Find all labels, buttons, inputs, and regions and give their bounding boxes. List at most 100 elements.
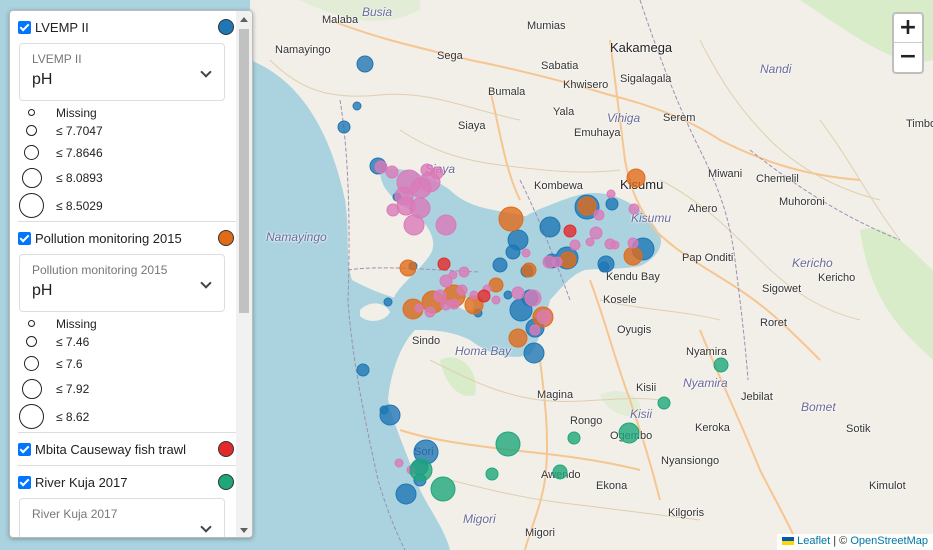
- map-marker[interactable]: [606, 189, 616, 199]
- map-marker[interactable]: [626, 168, 646, 188]
- map-marker[interactable]: [552, 464, 568, 480]
- map-marker[interactable]: [437, 257, 451, 271]
- map-marker[interactable]: [458, 266, 470, 278]
- map-marker[interactable]: [610, 240, 620, 250]
- map-marker[interactable]: [628, 203, 640, 215]
- map-marker[interactable]: [395, 483, 417, 505]
- marker-group: [409, 357, 729, 502]
- map-marker[interactable]: [435, 214, 457, 236]
- map-marker[interactable]: [713, 357, 729, 373]
- map-marker[interactable]: [456, 284, 468, 296]
- zoom-out-button[interactable]: −: [898, 44, 918, 69]
- map-marker[interactable]: [577, 196, 597, 216]
- variable-select[interactable]: River Kuja 2017: [19, 498, 225, 537]
- map-marker[interactable]: [409, 458, 433, 482]
- layer-checkbox[interactable]: [18, 442, 31, 456]
- place-label: Migori: [463, 512, 496, 526]
- map-marker[interactable]: [498, 206, 524, 232]
- map-marker[interactable]: [448, 298, 460, 310]
- panel-scrollbar[interactable]: [236, 11, 252, 537]
- place-label: Kosele: [603, 294, 637, 306]
- place-label: Nyansiongo: [661, 455, 720, 467]
- map-marker[interactable]: [383, 297, 393, 307]
- place-label: Sotik: [846, 423, 871, 435]
- layer-checkbox[interactable]: [18, 475, 31, 489]
- place-label: Sigalagala: [620, 73, 672, 85]
- place-label: Sindo: [412, 335, 441, 347]
- map-marker[interactable]: [492, 257, 508, 273]
- map-marker[interactable]: [657, 396, 671, 410]
- map-marker[interactable]: [589, 226, 603, 240]
- place-label: Migori: [525, 527, 555, 539]
- legend-row: ≤ 7.8646: [18, 145, 103, 160]
- map-marker[interactable]: [593, 209, 605, 221]
- map-marker[interactable]: [529, 324, 541, 336]
- legend-row: Missing: [18, 106, 97, 120]
- zoom-control: + −: [892, 12, 924, 74]
- zoom-in-button[interactable]: +: [894, 14, 922, 43]
- map-marker[interactable]: [394, 458, 404, 468]
- map-marker[interactable]: [539, 216, 561, 238]
- place-label: Malaba: [322, 14, 359, 26]
- map-marker[interactable]: [352, 101, 362, 111]
- map-marker[interactable]: [399, 259, 417, 277]
- place-label: Ahero: [688, 203, 718, 215]
- map-marker[interactable]: [524, 289, 542, 307]
- map-marker[interactable]: [508, 328, 528, 348]
- map-marker[interactable]: [430, 476, 456, 502]
- map-marker[interactable]: [337, 120, 351, 134]
- map-marker[interactable]: [597, 255, 615, 273]
- map-marker[interactable]: [623, 246, 643, 266]
- map-marker[interactable]: [605, 197, 619, 211]
- place-label: Yala: [553, 106, 575, 118]
- scroll-up-icon[interactable]: [240, 17, 248, 22]
- map-marker[interactable]: [379, 405, 389, 415]
- map-marker[interactable]: [448, 270, 458, 280]
- place-label: Jebilat: [741, 391, 773, 403]
- map-marker[interactable]: [385, 165, 399, 179]
- map-marker[interactable]: [523, 342, 545, 364]
- map-marker[interactable]: [356, 363, 370, 377]
- map-marker[interactable]: [511, 286, 525, 300]
- map-marker[interactable]: [536, 309, 552, 325]
- map-marker[interactable]: [559, 251, 577, 269]
- map-marker[interactable]: [469, 290, 479, 300]
- map-marker[interactable]: [567, 431, 581, 445]
- scroll-down-icon[interactable]: [240, 528, 248, 533]
- osm-link[interactable]: OpenStreetMap: [850, 535, 928, 547]
- leaflet-link[interactable]: Leaflet: [797, 535, 831, 547]
- map-marker[interactable]: [403, 214, 425, 236]
- map-marker[interactable]: [521, 248, 531, 258]
- map-marker[interactable]: [563, 224, 577, 238]
- map-marker[interactable]: [433, 289, 447, 303]
- layer-checkbox[interactable]: [18, 231, 31, 245]
- map-marker[interactable]: [569, 239, 581, 251]
- legend-label: ≤ 7.7047: [56, 123, 103, 138]
- layer-panel[interactable]: LVEMP II LVEMP II pH Missing ≤ 7.7047 ≤ 7.864…: [9, 10, 253, 538]
- place-label: Sigowet: [762, 283, 802, 295]
- map-marker[interactable]: [374, 160, 388, 174]
- select-value: pH: [32, 71, 53, 88]
- variable-select[interactable]: Pollution monitoring 2015 pH: [19, 254, 225, 312]
- variable-select[interactable]: LVEMP II pH: [19, 43, 225, 101]
- map-marker[interactable]: [424, 306, 436, 318]
- map-marker[interactable]: [414, 303, 424, 313]
- scroll-thumb[interactable]: [239, 29, 249, 313]
- place-label: Kendu Bay: [606, 271, 660, 283]
- map-marker[interactable]: [551, 256, 563, 268]
- map-marker[interactable]: [477, 289, 491, 303]
- map-marker[interactable]: [430, 166, 444, 180]
- layer-title: Mbita Causeway fish trawl: [35, 441, 186, 457]
- map-marker[interactable]: [356, 55, 374, 73]
- map-marker[interactable]: [505, 244, 521, 260]
- layer-checkbox[interactable]: [18, 20, 31, 34]
- map-marker[interactable]: [485, 467, 499, 481]
- map-marker[interactable]: [618, 422, 640, 444]
- map-marker[interactable]: [585, 237, 595, 247]
- map-marker[interactable]: [627, 237, 639, 249]
- map-marker[interactable]: [503, 290, 513, 300]
- map-marker[interactable]: [439, 274, 453, 288]
- map-marker[interactable]: [495, 431, 521, 457]
- map-marker[interactable]: [521, 262, 537, 278]
- map-marker[interactable]: [491, 295, 501, 305]
